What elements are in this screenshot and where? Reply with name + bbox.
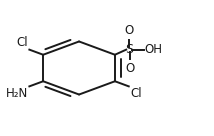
Text: H₂N: H₂N <box>6 87 28 100</box>
Text: Cl: Cl <box>130 87 142 100</box>
Text: O: O <box>124 24 133 37</box>
Text: Cl: Cl <box>16 36 28 49</box>
Text: S: S <box>125 43 133 56</box>
Text: OH: OH <box>145 43 163 56</box>
Text: O: O <box>125 62 134 75</box>
